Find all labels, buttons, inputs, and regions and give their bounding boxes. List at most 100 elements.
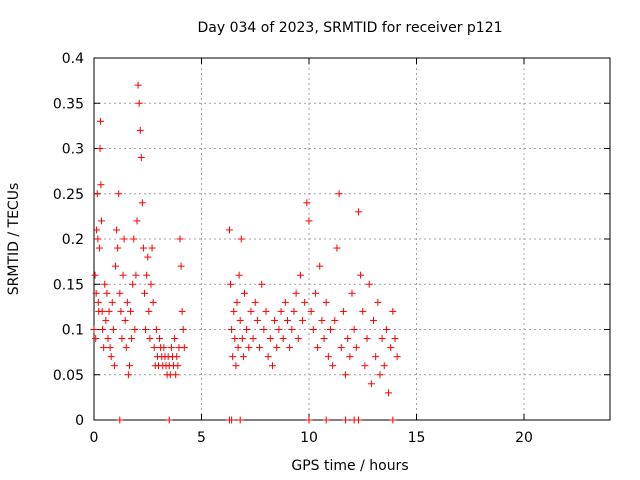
y-axis-ticks: 0 0.05 0.1 0.15 0.2 0.25 0.3 0.35 0.4 bbox=[53, 51, 610, 429]
data-point bbox=[234, 344, 242, 352]
data-point bbox=[96, 145, 104, 152]
data-point bbox=[141, 289, 149, 297]
data-point bbox=[173, 353, 181, 361]
data-point bbox=[339, 307, 347, 315]
data-point bbox=[119, 271, 127, 279]
y-tick-label: 0 bbox=[75, 413, 84, 429]
x-axis-ticks: 0 5 10 15 20 bbox=[90, 58, 533, 446]
y-tick-label: 0.2 bbox=[62, 232, 84, 248]
data-point bbox=[273, 344, 281, 352]
data-point bbox=[247, 307, 255, 315]
data-point bbox=[262, 307, 270, 315]
data-point bbox=[109, 326, 117, 333]
data-point bbox=[125, 362, 133, 370]
data-point bbox=[229, 353, 237, 361]
data-point bbox=[253, 316, 261, 324]
data-point bbox=[231, 335, 239, 343]
data-point bbox=[143, 271, 151, 279]
x-tick-label: 5 bbox=[197, 430, 206, 446]
data-point bbox=[307, 307, 315, 315]
data-point bbox=[322, 298, 330, 306]
data-point bbox=[133, 217, 141, 225]
data-point bbox=[90, 326, 98, 333]
data-point bbox=[284, 316, 291, 324]
data-point bbox=[256, 344, 264, 352]
x-tick-label: 0 bbox=[90, 430, 99, 446]
y-tick-label: 0.4 bbox=[62, 51, 84, 67]
data-point bbox=[376, 371, 384, 379]
data-point bbox=[342, 416, 350, 424]
data-point bbox=[230, 307, 238, 315]
y-tick-label: 0.3 bbox=[62, 142, 84, 158]
data-point bbox=[305, 217, 313, 225]
data-point bbox=[301, 298, 309, 306]
data-point bbox=[98, 217, 106, 225]
data-point bbox=[142, 326, 150, 333]
data-point bbox=[322, 416, 330, 424]
data-point bbox=[100, 344, 108, 352]
data-point bbox=[152, 326, 160, 333]
data-point bbox=[94, 235, 102, 243]
data-point bbox=[342, 371, 350, 379]
data-point bbox=[105, 307, 113, 315]
data-point bbox=[380, 362, 388, 370]
data-point bbox=[117, 307, 125, 315]
data-point bbox=[148, 244, 156, 252]
data-point bbox=[335, 190, 343, 198]
data-point bbox=[271, 316, 279, 324]
data-point bbox=[108, 298, 116, 306]
data-point bbox=[243, 326, 251, 333]
data-point bbox=[241, 289, 248, 297]
data-point bbox=[372, 353, 380, 361]
data-point bbox=[337, 344, 345, 352]
data-point bbox=[101, 280, 109, 288]
data-point bbox=[122, 344, 130, 352]
data-point bbox=[114, 244, 122, 252]
data-point bbox=[165, 416, 173, 424]
data-point bbox=[147, 280, 155, 288]
data-point bbox=[127, 307, 135, 315]
data-point bbox=[365, 280, 373, 288]
y-tick-label: 0.25 bbox=[53, 187, 84, 203]
data-point bbox=[150, 344, 158, 352]
data-point bbox=[130, 235, 138, 243]
data-point bbox=[91, 271, 99, 279]
data-point bbox=[128, 335, 136, 343]
data-point bbox=[121, 316, 129, 324]
data-point bbox=[136, 126, 144, 134]
x-tick-label: 10 bbox=[300, 430, 318, 446]
data-point bbox=[294, 335, 302, 343]
data-point bbox=[97, 181, 105, 189]
data-point bbox=[249, 335, 257, 343]
data-point bbox=[239, 353, 247, 361]
data-point bbox=[354, 416, 362, 424]
data-point bbox=[363, 335, 371, 343]
data-point bbox=[160, 344, 168, 352]
data-point bbox=[149, 298, 157, 306]
data-point bbox=[350, 326, 358, 333]
data-point bbox=[333, 244, 341, 252]
data-point bbox=[279, 335, 287, 343]
data-point bbox=[134, 81, 142, 89]
data-point bbox=[389, 307, 397, 315]
data-point bbox=[178, 307, 186, 315]
data-point bbox=[104, 335, 112, 343]
data-point bbox=[96, 117, 104, 125]
data-point bbox=[167, 344, 175, 352]
data-point bbox=[107, 353, 115, 361]
data-point bbox=[303, 199, 311, 207]
data-point bbox=[268, 362, 276, 370]
data-point bbox=[233, 298, 241, 306]
data-point bbox=[99, 326, 107, 333]
y-tick-label: 0.35 bbox=[53, 96, 84, 112]
data-point bbox=[292, 289, 300, 297]
data-point bbox=[277, 307, 285, 315]
data-point bbox=[179, 326, 187, 333]
data-point bbox=[156, 335, 164, 343]
data-point bbox=[305, 416, 313, 424]
data-point bbox=[118, 335, 126, 343]
data-point bbox=[378, 335, 386, 343]
data-point bbox=[327, 326, 334, 333]
data-point bbox=[176, 235, 184, 243]
data-point bbox=[227, 280, 235, 288]
